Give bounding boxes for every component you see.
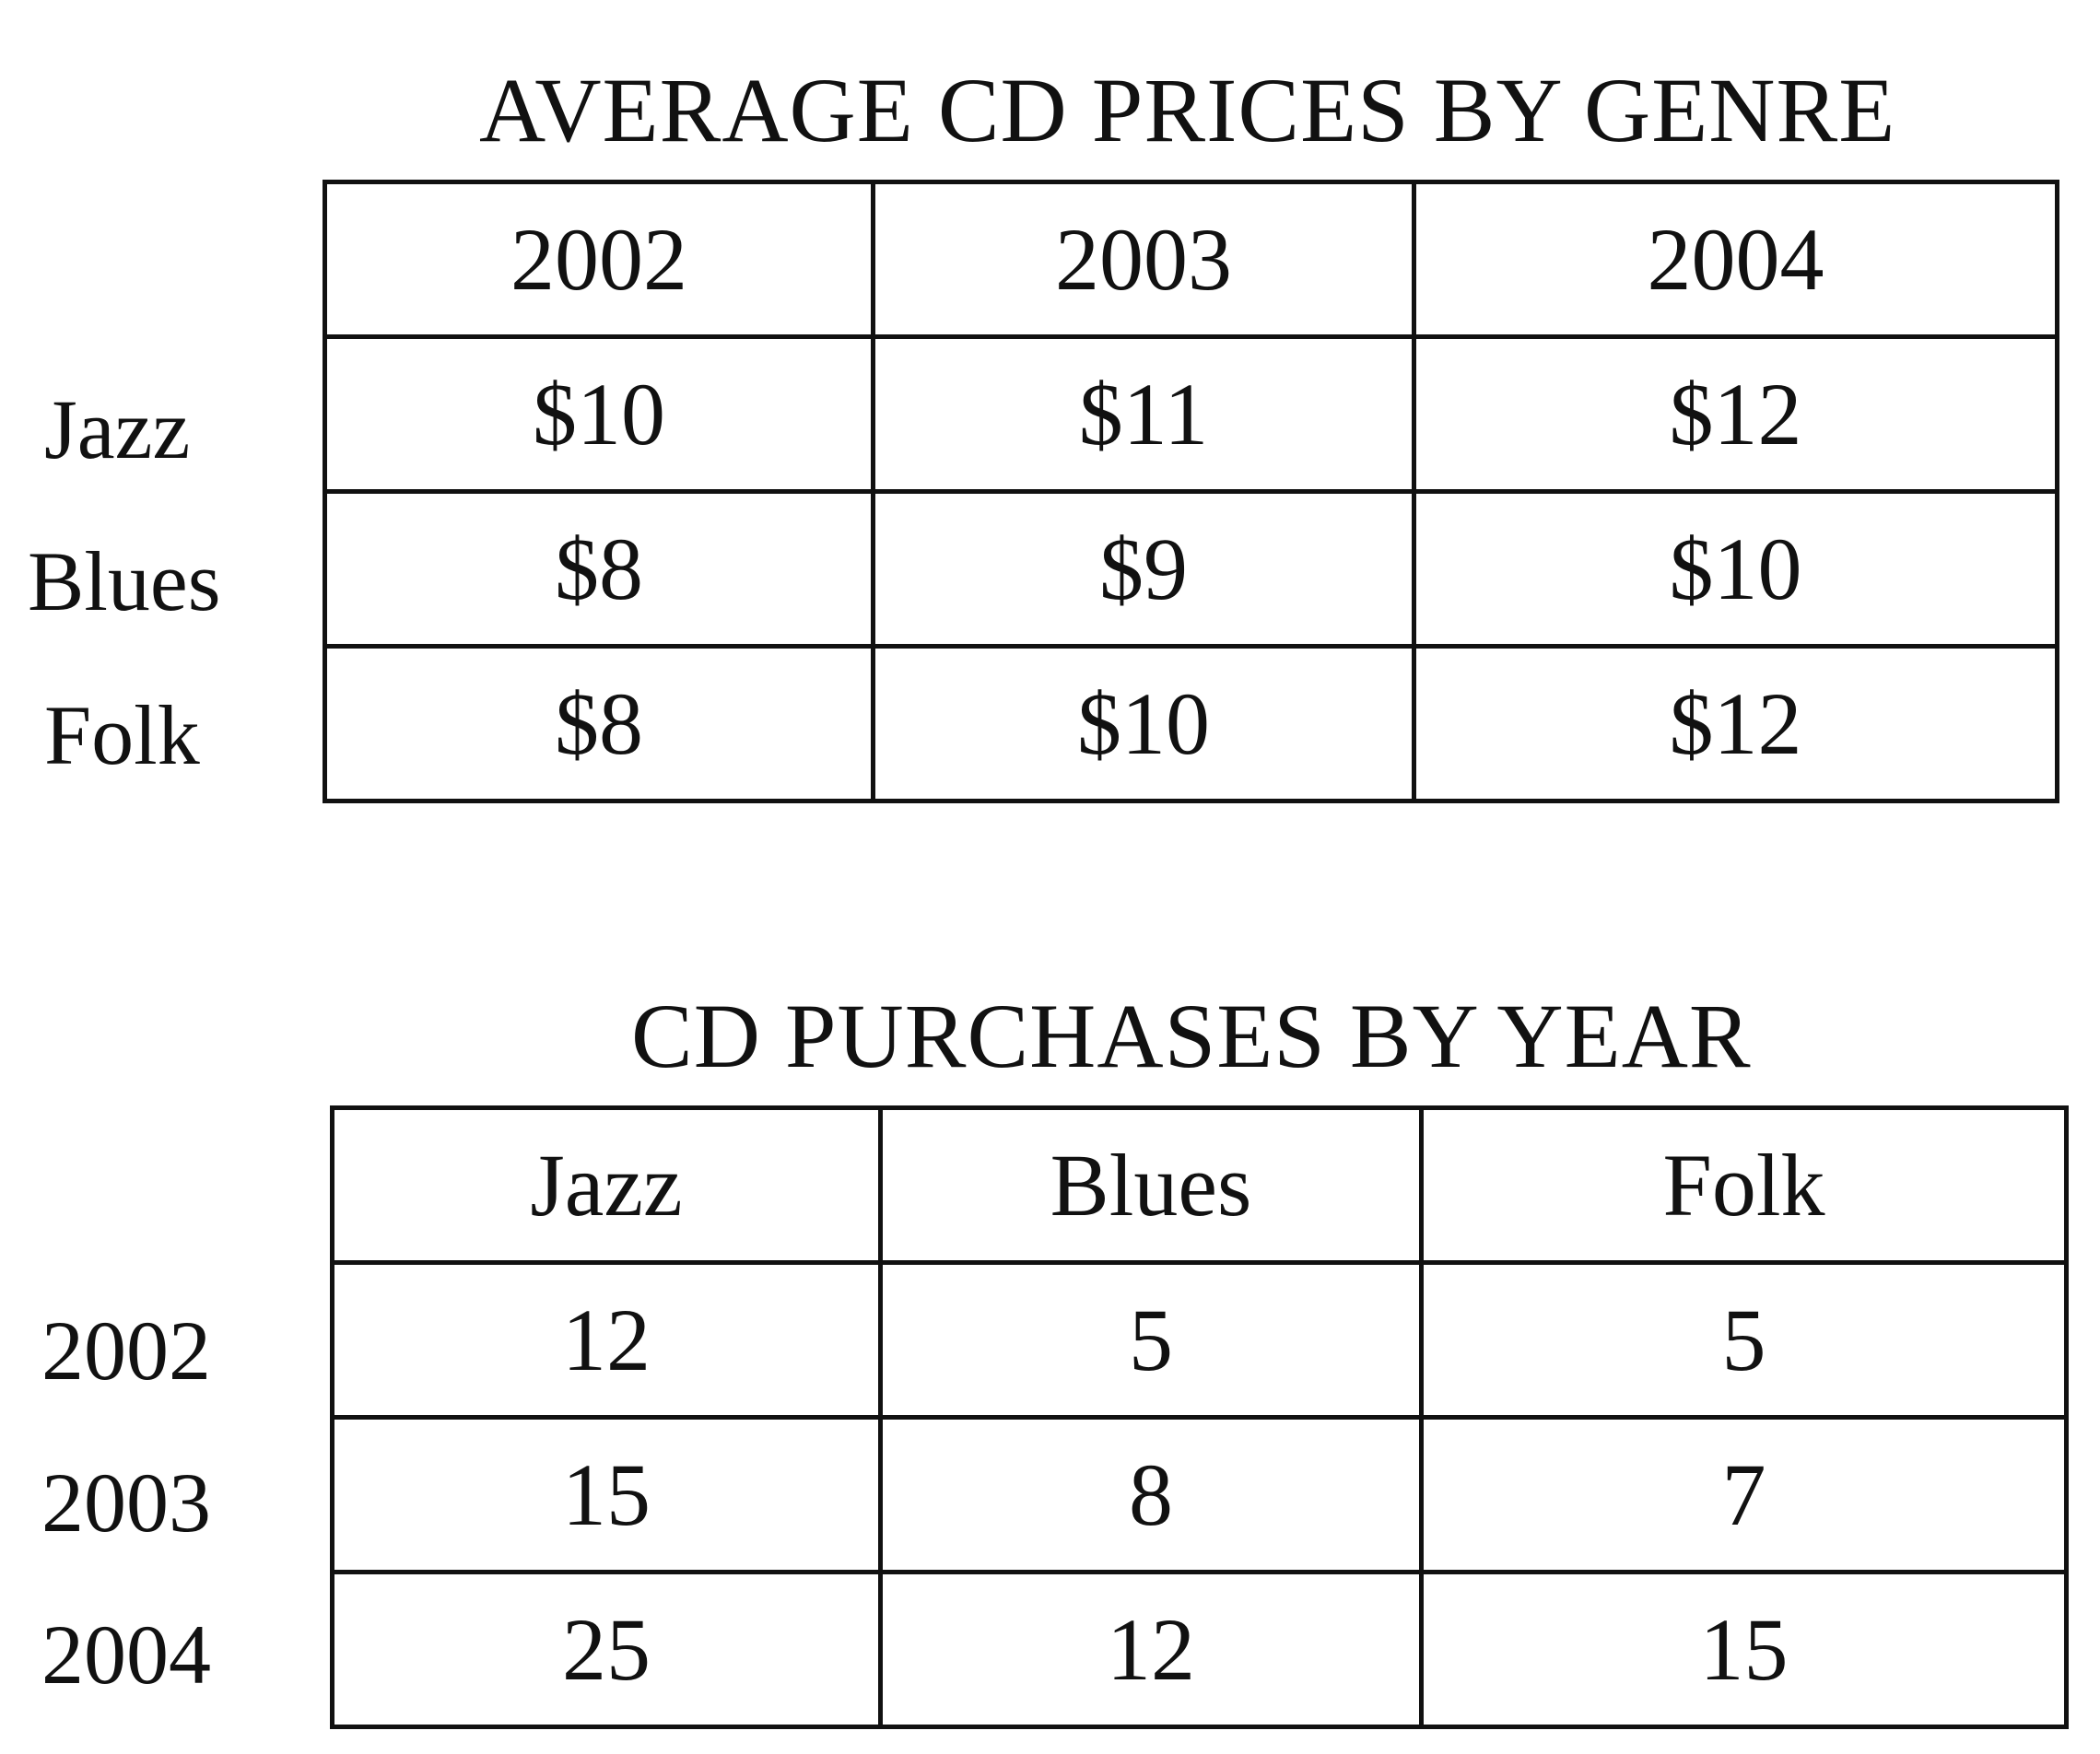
purchases-row-label-2002: 2002 bbox=[41, 1304, 211, 1397]
prices-header-row: 2002 2003 2004 bbox=[323, 180, 2059, 339]
prices-cell: $8 bbox=[323, 644, 875, 803]
purchases-header-row: Jazz Blues Folk bbox=[330, 1105, 2069, 1265]
table-row: $10 $11 $12 bbox=[323, 334, 2059, 494]
purchases-table: Jazz Blues Folk 12 5 5 15 8 7 25 12 15 bbox=[330, 1105, 2069, 1729]
purchases-row-label-2004: 2004 bbox=[41, 1608, 211, 1701]
prices-cell: $11 bbox=[871, 334, 1416, 494]
table-row: 15 8 7 bbox=[330, 1415, 2069, 1574]
prices-table: 2002 2003 2004 $10 $11 $12 $8 $9 $10 $8 … bbox=[323, 180, 2059, 803]
table-row: $8 $9 $10 bbox=[323, 489, 2059, 649]
table-row: $8 $10 $12 bbox=[323, 644, 2059, 803]
prices-cell: $10 bbox=[871, 644, 1416, 803]
purchases-cell: 12 bbox=[878, 1570, 1424, 1729]
purchases-cell: 12 bbox=[330, 1260, 883, 1420]
purchases-cell: 7 bbox=[1419, 1415, 2069, 1574]
purchases-cell: 15 bbox=[1419, 1570, 2069, 1729]
prices-cell: $12 bbox=[1412, 334, 2059, 494]
purchases-cell: 8 bbox=[878, 1415, 1424, 1574]
prices-row-label-jazz: Jazz bbox=[44, 382, 191, 476]
purchases-header-jazz: Jazz bbox=[330, 1105, 883, 1265]
purchases-cell: 15 bbox=[330, 1415, 883, 1574]
prices-header-2003: 2003 bbox=[871, 180, 1416, 339]
prices-header-2004: 2004 bbox=[1412, 180, 2059, 339]
purchases-header-blues: Blues bbox=[878, 1105, 1424, 1265]
prices-cell: $12 bbox=[1412, 644, 2059, 803]
prices-cell: $8 bbox=[323, 489, 875, 649]
purchases-row-label-2003: 2003 bbox=[41, 1456, 211, 1549]
purchases-table-title: CD PURCHASES BY YEAR bbox=[631, 985, 1752, 1087]
table-row: 12 5 5 bbox=[330, 1260, 2069, 1420]
prices-row-label-folk: Folk bbox=[44, 688, 200, 782]
purchases-header-folk: Folk bbox=[1419, 1105, 2069, 1265]
purchases-cell: 5 bbox=[878, 1260, 1424, 1420]
prices-cell: $10 bbox=[323, 334, 875, 494]
purchases-cell: 25 bbox=[330, 1570, 883, 1729]
table-row: 25 12 15 bbox=[330, 1570, 2069, 1729]
prices-cell: $10 bbox=[1412, 489, 2059, 649]
prices-cell: $9 bbox=[871, 489, 1416, 649]
purchases-cell: 5 bbox=[1419, 1260, 2069, 1420]
prices-row-label-blues: Blues bbox=[28, 534, 221, 628]
prices-table-title: AVERAGE CD PRICES BY GENRE bbox=[479, 59, 1896, 161]
prices-header-2002: 2002 bbox=[323, 180, 875, 339]
